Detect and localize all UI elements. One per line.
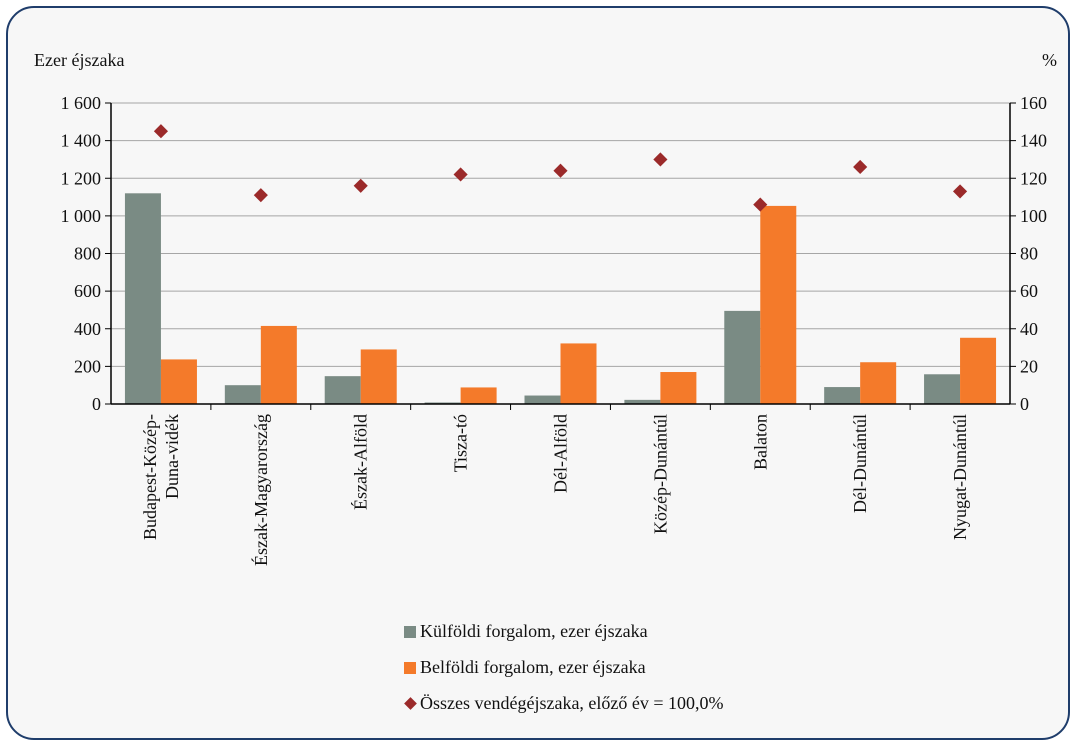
right-tick-label: 100	[1020, 206, 1047, 226]
legend-label-kulfoldi: Külföldi forgalom, ezer éjszaka	[420, 621, 648, 641]
chart-frame: Ezer éjszaka% 0 0 200 20 400 40 600 60 800 80 1 000…	[6, 6, 1070, 740]
bar-belfoldi	[460, 387, 497, 404]
legend-marker-osszes	[404, 697, 417, 710]
left-tick-label: 1 000	[61, 206, 102, 226]
left-tick-label: 1 400	[61, 131, 102, 151]
left-tick-label: 1 200	[61, 168, 102, 188]
category-label: Balaton	[750, 414, 770, 470]
bar-belfoldi	[160, 359, 197, 404]
right-tick-label: 140	[1020, 131, 1047, 151]
category-label: Dél-Dunántúl	[850, 414, 870, 513]
bar-belfoldi	[960, 337, 997, 404]
point-osszes	[553, 163, 568, 178]
legend-label-osszes: Összes vendégéjszaka, előző év = 100,0%	[420, 693, 724, 713]
right-tick-label: 40	[1020, 319, 1038, 339]
bar-kulfoldi	[924, 374, 961, 404]
category-label: Tisza-tó	[451, 414, 471, 472]
point-osszes	[453, 167, 468, 182]
bar-kulfoldi	[524, 395, 561, 404]
right-tick-label: 60	[1020, 281, 1038, 301]
bar-kulfoldi	[124, 193, 161, 404]
point-osszes	[853, 159, 868, 175]
point-osszes	[753, 197, 768, 212]
bar-belfoldi	[760, 205, 797, 404]
point-osszes	[653, 152, 668, 167]
chart: Ezer éjszaka % 0 0 200 20 400 40 600 60 800 80 1 000…	[34, 50, 1057, 566]
left-tick-label: 800	[74, 244, 101, 264]
bar-kulfoldi	[724, 310, 761, 404]
right-tick-label: 80	[1020, 244, 1038, 264]
left-tick-label: 200	[74, 356, 101, 376]
bar-kulfoldi	[624, 399, 661, 404]
right-tick-label: 0	[1020, 394, 1029, 414]
category-label: Budapest-Közép-	[140, 414, 160, 540]
category-label: Észak-Magyarország	[250, 414, 271, 566]
left-tick-label: 1 600	[61, 93, 102, 113]
point-osszes	[952, 184, 968, 199]
left-axis-title: Ezer éjszaka	[34, 50, 124, 70]
right-tick-label: 160	[1020, 93, 1047, 113]
bar-belfoldi	[860, 362, 897, 404]
right-axis-title: %	[1042, 50, 1057, 70]
bar-kulfoldi	[324, 376, 361, 404]
category-label: Észak-Alföld	[350, 414, 371, 510]
left-tick-label: 0	[92, 394, 101, 414]
right-tick-label: 120	[1020, 168, 1047, 188]
category-label: Dél-Alföld	[551, 414, 571, 493]
point-osszes	[253, 188, 268, 203]
point-osszes	[153, 124, 169, 139]
legend-label-belfoldi: Belföldi forgalom, ezer éjszaka	[420, 657, 646, 677]
bar-belfoldi	[260, 325, 297, 404]
left-tick-label: 600	[74, 281, 101, 301]
legend-swatch-kulfoldi	[404, 625, 416, 638]
legend-item-belfoldi: Belföldi forgalom, ezer éjszaka	[404, 657, 646, 678]
bar-kulfoldi	[224, 385, 261, 404]
bar-belfoldi	[360, 349, 397, 404]
right-tick-label: 20	[1020, 356, 1038, 376]
bar-kulfoldi	[424, 402, 461, 404]
left-tick-label: 400	[74, 319, 101, 339]
bar-belfoldi	[660, 372, 697, 404]
category-label: Közép-Dunántúl	[650, 414, 670, 534]
legend-swatch-belfoldi	[404, 661, 416, 674]
bar-kulfoldi	[824, 387, 861, 404]
category-label: Duna-vidék	[162, 414, 182, 499]
point-osszes	[353, 178, 368, 193]
legend-item-kulfoldi: Külföldi forgalom, ezer éjszaka	[404, 621, 648, 642]
bar-belfoldi	[560, 343, 597, 404]
legend-item-osszes: Összes vendégéjszaka, előző év = 100,0%	[404, 693, 724, 714]
category-label: Nyugat-Dunántúl	[950, 414, 970, 540]
